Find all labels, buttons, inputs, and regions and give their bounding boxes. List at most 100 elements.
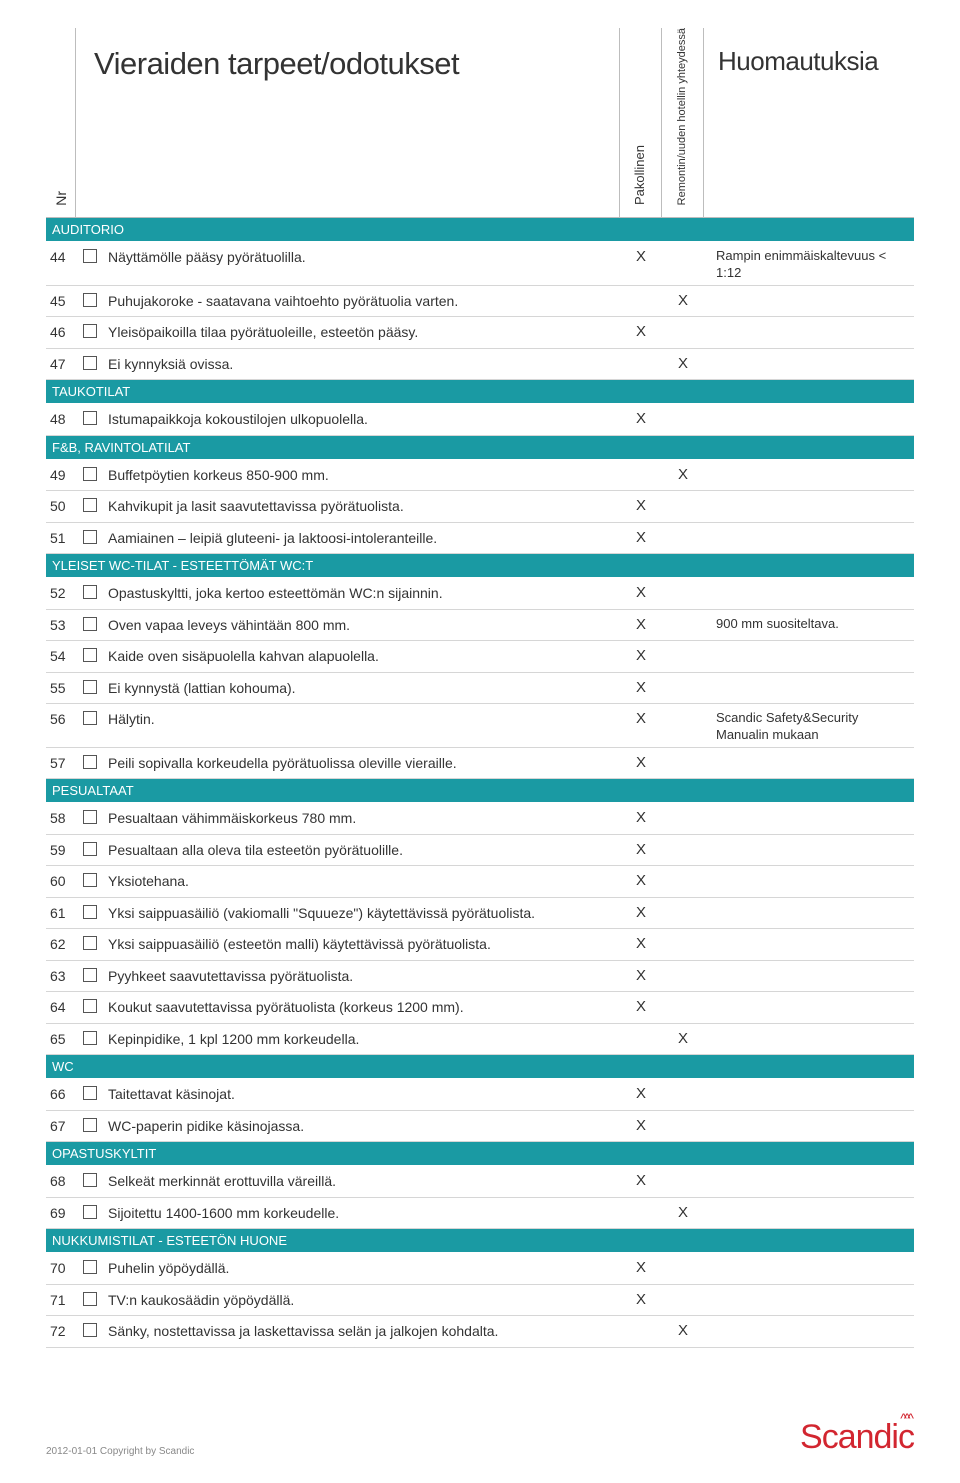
section-header: AUDITORIO — [46, 218, 914, 242]
notes-title: Huomautuksia — [718, 46, 878, 77]
checkbox[interactable] — [83, 356, 97, 370]
row-pakollinen: X — [620, 704, 662, 747]
table-row: 65Kepinpidike, 1 kpl 1200 mm korkeudella… — [46, 1024, 914, 1056]
header-nr: Nr — [46, 28, 76, 217]
row-description: Ei kynnyksiä ovissa. — [104, 349, 620, 380]
row-checkbox-cell — [76, 491, 104, 522]
checkbox[interactable] — [83, 755, 97, 769]
row-notes — [704, 1111, 914, 1142]
row-number: 58 — [46, 803, 76, 834]
row-checkbox-cell — [76, 898, 104, 929]
row-notes — [704, 1253, 914, 1284]
row-pakollinen — [620, 1316, 662, 1347]
row-description: Pesualtaan vähimmäiskorkeus 780 mm. — [104, 803, 620, 834]
row-remontin — [662, 803, 704, 834]
row-pakollinen: X — [620, 491, 662, 522]
row-checkbox-cell — [76, 641, 104, 672]
section-header: TAUKOTILAT — [46, 380, 914, 404]
row-pakollinen: X — [620, 992, 662, 1023]
scandic-logo: ^^^ Scandic — [800, 1410, 914, 1457]
row-checkbox-cell — [76, 523, 104, 554]
row-description: TV:n kaukosäädin yöpöydällä. — [104, 1285, 620, 1316]
row-checkbox-cell — [76, 961, 104, 992]
table-row: 46Yleisöpaikoilla tilaa pyörätuoleille, … — [46, 317, 914, 349]
row-pakollinen: X — [620, 866, 662, 897]
table-row: 45Puhujakoroke - saatavana vaihtoehto py… — [46, 286, 914, 318]
row-number: 57 — [46, 748, 76, 779]
row-remontin — [662, 866, 704, 897]
row-checkbox-cell — [76, 1316, 104, 1347]
checkbox[interactable] — [83, 905, 97, 919]
section-header: WC — [46, 1055, 914, 1079]
row-pakollinen: X — [620, 610, 662, 641]
checkbox[interactable] — [83, 530, 97, 544]
row-checkbox-cell — [76, 1079, 104, 1110]
checkbox[interactable] — [83, 1118, 97, 1132]
checkbox[interactable] — [83, 810, 97, 824]
checkbox[interactable] — [83, 411, 97, 425]
row-notes: Rampin enimmäiskaltevuus < 1:12 — [704, 242, 914, 285]
row-pakollinen: X — [620, 961, 662, 992]
row-notes — [704, 460, 914, 491]
checkbox[interactable] — [83, 680, 97, 694]
page-title: Vieraiden tarpeet/odotukset — [94, 46, 609, 82]
row-notes: 900 mm suositeltava. — [704, 610, 914, 641]
checkbox[interactable] — [83, 1205, 97, 1219]
row-notes — [704, 673, 914, 704]
row-pakollinen: X — [620, 748, 662, 779]
checkbox[interactable] — [83, 585, 97, 599]
row-remontin: X — [662, 286, 704, 317]
checkbox[interactable] — [83, 1260, 97, 1274]
table-row: 57Peili sopivalla korkeudella pyörätuoli… — [46, 748, 914, 780]
row-pakollinen: X — [620, 929, 662, 960]
checkbox[interactable] — [83, 711, 97, 725]
checkbox[interactable] — [83, 617, 97, 631]
checkbox[interactable] — [83, 999, 97, 1013]
checkbox[interactable] — [83, 1173, 97, 1187]
checkbox[interactable] — [83, 249, 97, 263]
row-number: 52 — [46, 578, 76, 609]
checkbox[interactable] — [83, 1086, 97, 1100]
row-description: Istumapaikkoja kokoustilojen ulkopuolell… — [104, 404, 620, 435]
table-row: 53Oven vapaa leveys vähintään 800 mm.X90… — [46, 610, 914, 642]
checkbox[interactable] — [83, 873, 97, 887]
checkbox[interactable] — [83, 293, 97, 307]
table-row: 44Näyttämölle pääsy pyörätuolilla.XRampi… — [46, 242, 914, 286]
row-description: Yksi saippuasäiliö (esteetön malli) käyt… — [104, 929, 620, 960]
row-pakollinen — [620, 1024, 662, 1055]
checkbox[interactable] — [83, 1323, 97, 1337]
checkbox[interactable] — [83, 1292, 97, 1306]
row-remontin — [662, 242, 704, 285]
row-description: Pyyhkeet saavutettavissa pyörätuolista. — [104, 961, 620, 992]
checkbox[interactable] — [83, 498, 97, 512]
row-number: 63 — [46, 961, 76, 992]
row-description: Hälytin. — [104, 704, 620, 747]
checkbox[interactable] — [83, 936, 97, 950]
row-pakollinen: X — [620, 803, 662, 834]
row-remontin: X — [662, 1198, 704, 1229]
row-pakollinen: X — [620, 898, 662, 929]
checkbox[interactable] — [83, 467, 97, 481]
row-notes — [704, 491, 914, 522]
row-checkbox-cell — [76, 866, 104, 897]
row-pakollinen — [620, 286, 662, 317]
header-col-pakollinen: Pakollinen — [620, 28, 662, 217]
row-number: 55 — [46, 673, 76, 704]
row-pakollinen: X — [620, 242, 662, 285]
row-remontin — [662, 404, 704, 435]
row-remontin — [662, 1285, 704, 1316]
row-notes — [704, 349, 914, 380]
table-row: 72Sänky, nostettavissa ja laskettavissa … — [46, 1316, 914, 1348]
row-remontin — [662, 835, 704, 866]
row-remontin — [662, 523, 704, 554]
row-remontin — [662, 491, 704, 522]
checkbox[interactable] — [83, 842, 97, 856]
checkbox[interactable] — [83, 1031, 97, 1045]
checkbox[interactable] — [83, 968, 97, 982]
checkbox[interactable] — [83, 324, 97, 338]
footer: 2012-01-01 Copyright by Scandic ^^^ Scan… — [46, 1410, 914, 1457]
row-number: 56 — [46, 704, 76, 747]
checkbox[interactable] — [83, 648, 97, 662]
row-checkbox-cell — [76, 1111, 104, 1142]
row-notes — [704, 1079, 914, 1110]
